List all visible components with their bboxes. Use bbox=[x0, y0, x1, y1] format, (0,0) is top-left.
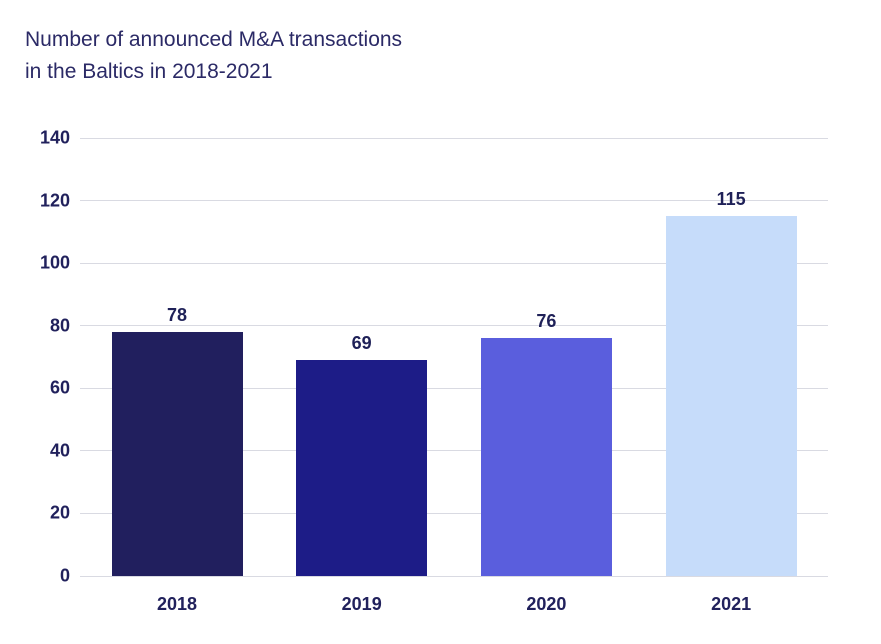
chart-title-line2: in the Baltics in 2018-2021 bbox=[25, 60, 273, 83]
bar-2021 bbox=[665, 216, 797, 576]
gridline-y-20 bbox=[80, 512, 828, 514]
bar-value-label-2018: 78 bbox=[166, 304, 188, 325]
y-axis-tick-label-60: 60 bbox=[49, 377, 70, 398]
y-axis-tick-label-0: 0 bbox=[59, 565, 70, 586]
gridline-y-80 bbox=[80, 325, 828, 327]
bar-chart-plot-area: 0 20 40 60 80 100 120 140 78 2018 69 2019 76 2020 115 2… bbox=[40, 128, 828, 614]
y-axis-tick-label-100: 100 bbox=[39, 252, 70, 273]
gridline-y-140 bbox=[80, 137, 828, 139]
x-axis-tick-label-2021: 2021 bbox=[711, 594, 752, 614]
bar-2020 bbox=[480, 338, 612, 576]
chart-title-line1: Number of announced M&A transactions bbox=[25, 28, 403, 51]
x-axis-tick-label-2020: 2020 bbox=[526, 594, 567, 614]
bar-value-label-2021: 115 bbox=[716, 189, 746, 210]
bar-2019 bbox=[296, 360, 428, 576]
gridline-y-0 bbox=[80, 575, 828, 577]
y-axis-tick-label-40: 40 bbox=[49, 440, 70, 461]
gridline-y-60 bbox=[80, 387, 828, 389]
gridline-y-120 bbox=[80, 200, 828, 202]
x-axis-tick-label-2019: 2019 bbox=[341, 594, 382, 614]
bar-2018 bbox=[111, 331, 243, 576]
chart-title: Number of announced M&A transactions in … bbox=[25, 24, 402, 88]
x-axis-tick-label-2018: 2018 bbox=[156, 594, 198, 614]
y-axis-tick-label-20: 20 bbox=[49, 502, 70, 523]
bar-value-label-2019: 69 bbox=[351, 333, 372, 354]
bar-value-label-2020: 76 bbox=[536, 311, 557, 332]
gridline-y-40 bbox=[80, 450, 828, 452]
y-axis-tick-label-80: 80 bbox=[49, 315, 70, 336]
y-axis-tick-label-120: 120 bbox=[39, 190, 70, 211]
y-axis-tick-label-140: 140 bbox=[39, 127, 70, 148]
gridline-y-100 bbox=[80, 262, 828, 264]
